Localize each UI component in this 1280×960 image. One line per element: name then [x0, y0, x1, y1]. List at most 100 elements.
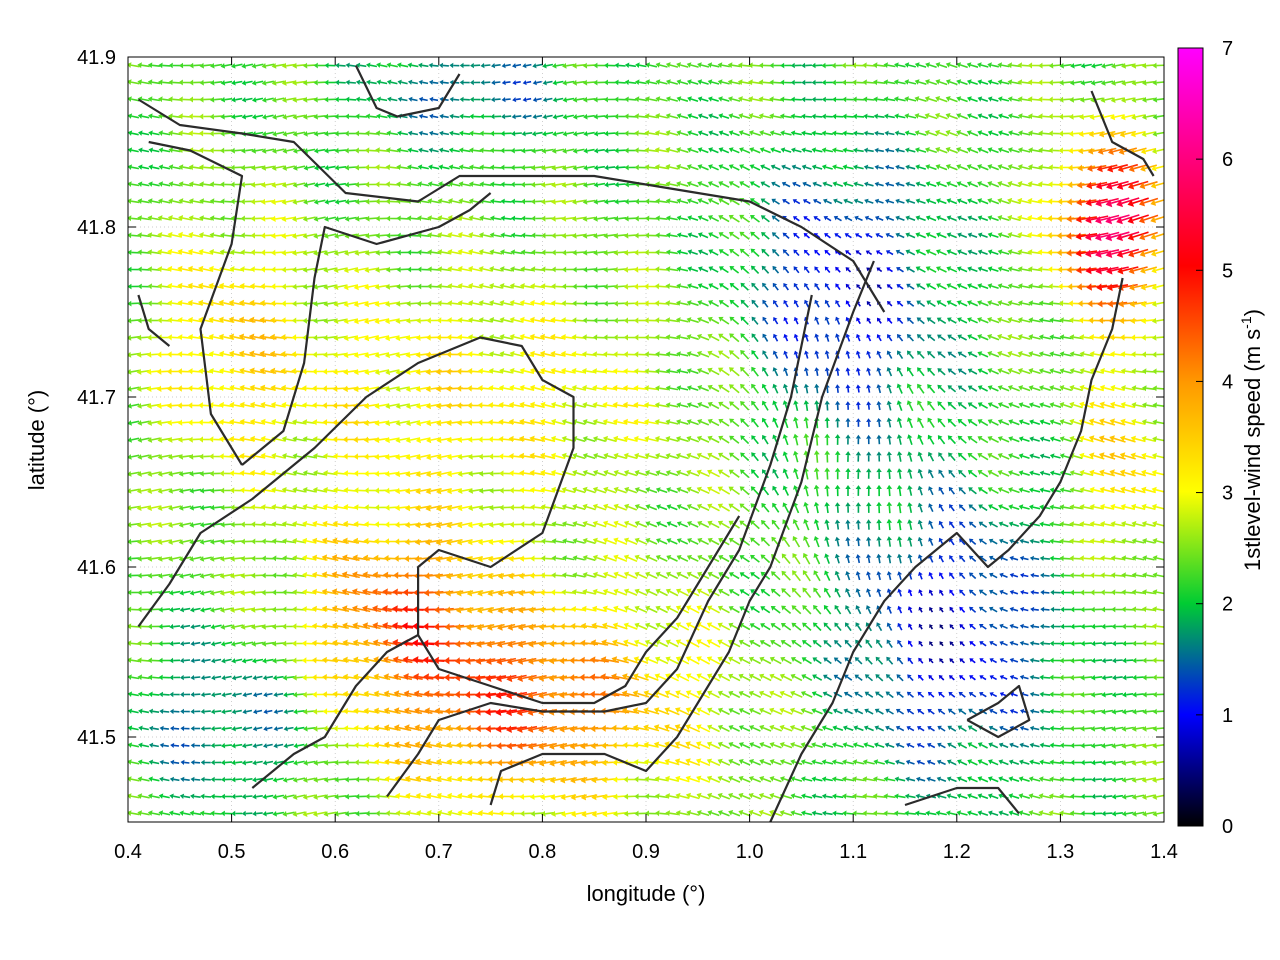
wind-arrow — [1018, 504, 1030, 510]
wind-arrow — [1059, 334, 1072, 340]
wind-arrow — [896, 434, 903, 445]
wind-arrow — [531, 147, 544, 154]
wind-arrow — [1030, 589, 1039, 595]
wind-arrow — [128, 589, 140, 596]
wind-arrow — [822, 181, 833, 188]
wind-arrow — [977, 164, 989, 171]
wind-arrow — [824, 570, 831, 581]
wind-arrow — [373, 690, 391, 697]
wind-arrow — [908, 623, 913, 630]
wind-arrow — [240, 624, 254, 630]
wind-arrow — [896, 400, 903, 411]
wind-arrow — [886, 367, 893, 377]
wind-arrow — [873, 776, 886, 782]
wind-arrow — [948, 691, 956, 698]
wind-arrow — [424, 724, 443, 732]
wind-arrow — [852, 742, 865, 748]
wind-arrow — [231, 658, 243, 664]
wind-arrow — [522, 97, 532, 103]
wind-arrow — [220, 607, 233, 613]
wind-arrow — [781, 570, 791, 581]
wind-arrow — [718, 96, 730, 102]
wind-arrow — [1008, 487, 1020, 494]
wind-arrow — [645, 622, 658, 631]
wind-arrow — [814, 299, 820, 308]
wind-arrow — [334, 130, 347, 137]
wind-arrow — [707, 62, 720, 68]
wind-arrow — [292, 811, 306, 817]
wind-arrow — [865, 250, 873, 256]
wind-arrow — [987, 436, 999, 444]
wind-arrow — [697, 79, 709, 85]
wind-arrow — [366, 79, 377, 85]
wind-arrow — [510, 147, 523, 154]
wind-arrow — [708, 147, 719, 154]
wind-arrow — [532, 80, 542, 86]
wind-arrow — [896, 267, 904, 273]
wind-arrow — [769, 742, 782, 749]
wind-arrow — [897, 657, 904, 665]
wind-arrow — [947, 334, 957, 341]
wind-arrow — [655, 588, 668, 597]
wind-arrow — [998, 810, 1009, 816]
wind-arrow — [886, 383, 892, 394]
wind-arrow — [541, 538, 555, 545]
wind-arrow — [918, 571, 923, 580]
wind-arrow — [583, 148, 595, 154]
wind-arrow — [947, 317, 957, 324]
wind-arrow — [396, 147, 409, 153]
wind-arrow — [855, 468, 862, 479]
wind-arrow — [1008, 436, 1020, 443]
wind-arrow — [169, 590, 181, 596]
wind-arrow — [854, 691, 863, 698]
wind-arrow — [572, 148, 585, 154]
wind-arrow — [707, 181, 720, 188]
wind-arrow — [282, 794, 295, 800]
wind-arrow — [977, 351, 989, 358]
wind-arrow — [685, 690, 700, 699]
x-axis-label: longitude (°) — [587, 881, 706, 906]
wind-arrow — [372, 639, 392, 647]
wind-arrow — [832, 793, 844, 800]
wind-arrow — [418, 113, 428, 119]
wind-arrow — [169, 640, 181, 647]
wind-arrow — [779, 673, 793, 682]
wind-arrow — [128, 147, 139, 153]
wind-arrow — [957, 452, 967, 461]
wind-arrow — [729, 231, 740, 240]
wind-arrow — [220, 810, 233, 817]
wind-arrow — [957, 419, 967, 427]
wind-arrow — [897, 350, 904, 360]
wind-arrow — [1101, 63, 1113, 69]
wind-arrow — [137, 437, 150, 443]
wind-arrow — [967, 79, 978, 86]
wind-arrow — [666, 521, 678, 528]
wind-arrow — [728, 214, 740, 223]
wind-arrow — [449, 113, 460, 119]
wind-arrow — [1121, 555, 1135, 562]
wind-arrow — [406, 181, 420, 188]
wind-arrow — [655, 334, 669, 341]
wind-arrow — [685, 724, 701, 733]
wind-arrow — [949, 675, 955, 681]
wind-arrow — [845, 502, 851, 513]
wind-arrow — [1008, 810, 1020, 816]
wind-arrow — [729, 384, 740, 394]
wind-arrow — [528, 623, 547, 631]
wind-arrow — [158, 147, 171, 153]
wind-arrow — [811, 79, 823, 86]
wind-arrow — [751, 333, 759, 343]
wind-arrow — [760, 198, 770, 206]
wind-arrow — [632, 690, 650, 698]
wind-arrow — [927, 417, 935, 428]
wind-arrow — [708, 249, 719, 256]
wind-arrow — [718, 401, 730, 410]
wind-arrow — [221, 709, 232, 715]
wind-arrow — [344, 181, 357, 188]
wind-arrow — [845, 267, 852, 273]
wind-arrow — [495, 674, 517, 683]
wind-arrow — [593, 300, 606, 307]
wind-arrow — [728, 775, 741, 783]
wind-arrow — [459, 62, 470, 69]
wind-arrow — [230, 147, 244, 154]
